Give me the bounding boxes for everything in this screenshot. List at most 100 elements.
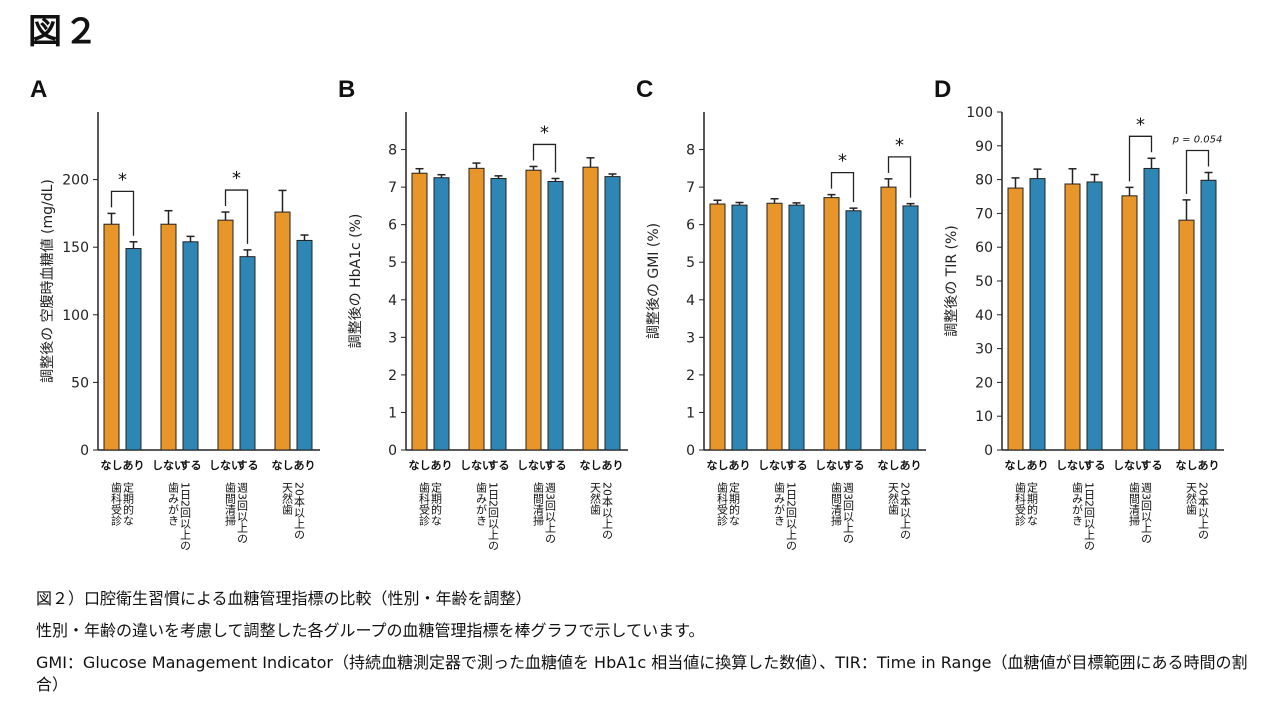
- group-label: 定期的な: [728, 481, 741, 526]
- group-label: 1日2回以上の: [1083, 482, 1096, 551]
- bar-without: [1178, 219, 1195, 451]
- panel-letter: A: [30, 76, 48, 103]
- bar-without: [1007, 187, 1024, 451]
- category-label: しない: [815, 459, 848, 472]
- y-tick-label: 4: [686, 293, 695, 309]
- bar-with: [845, 210, 862, 451]
- figure-title: 図２: [28, 12, 100, 52]
- category-label: する: [545, 459, 567, 472]
- y-tick-label: 0: [388, 443, 397, 459]
- y-tick-label: 0: [686, 443, 695, 459]
- y-tick-label: 8: [686, 143, 695, 159]
- category-label: なし: [580, 459, 602, 472]
- significance-label: *: [232, 168, 241, 189]
- category-label: しない: [460, 459, 493, 472]
- caption-title: 図２）口腔衛生習慣による血糖管理指標の比較（性別・年齢を調整）: [36, 589, 532, 608]
- group-label: 歯みがき: [475, 482, 488, 526]
- category-label: する: [1141, 459, 1163, 472]
- category-label: あり: [602, 459, 624, 472]
- group-label: 週3回以上の: [544, 482, 557, 544]
- bar-with: [1143, 167, 1160, 451]
- category-label: あり: [729, 459, 751, 472]
- bar-with: [1029, 178, 1046, 451]
- y-tick-label: 3: [686, 330, 695, 346]
- y-axis-label: 調整後の TIR (%): [944, 225, 960, 337]
- category-label: あり: [1027, 459, 1049, 472]
- y-tick-label: 7: [388, 180, 397, 196]
- y-tick-label: 60: [975, 240, 993, 256]
- caption-abbreviations: GMI：Glucose Management Indicator（持続血糖測定器…: [36, 653, 1248, 694]
- bar-without: [1064, 183, 1081, 451]
- category-label: あり: [1198, 459, 1220, 472]
- group-label: 天然歯: [281, 482, 294, 516]
- group-label: 歯間清掃: [1128, 482, 1141, 527]
- significance-label: *: [895, 135, 904, 156]
- y-tick-label: 200: [62, 173, 89, 189]
- category-label: する: [786, 459, 808, 472]
- bar-with: [433, 177, 450, 451]
- category-label: なし: [272, 459, 294, 472]
- category-label: しない: [517, 459, 550, 472]
- group-label: 歯みがき: [773, 482, 786, 526]
- group-label: 定期的な: [430, 481, 443, 526]
- y-axis-label: 調整後の HbA1c (%): [348, 214, 364, 349]
- panel-letter: C: [636, 76, 654, 103]
- y-tick-label: 5: [686, 255, 695, 271]
- y-tick-label: 5: [388, 255, 397, 271]
- y-tick-label: 70: [975, 206, 993, 222]
- group-label: 歯みがき: [167, 482, 180, 526]
- group-label: 定期的な: [122, 481, 135, 526]
- group-label: 20本以上の: [1197, 482, 1210, 540]
- y-tick-label: 1: [388, 405, 397, 421]
- significance-bracket: [110, 190, 135, 236]
- group-label: 歯科受診: [1014, 482, 1027, 526]
- y-tick-label: 30: [975, 342, 993, 358]
- bar-with: [547, 180, 564, 451]
- category-label: する: [488, 459, 510, 472]
- significance-label: p = 0.054: [1172, 135, 1223, 146]
- group-label: 歯間清掃: [830, 482, 843, 527]
- group-label: 歯科受診: [716, 482, 729, 526]
- chart-panel-c: C 0 1 2 3 4 5 6 7 8 調整後の GMI (%) なし あり 定期的な 歯科受診 しない する…: [636, 70, 936, 570]
- category-label: なし: [101, 459, 123, 472]
- significance-label: *: [118, 169, 127, 190]
- y-tick-label: 4: [388, 293, 397, 309]
- group-label: 1日2回以上の: [785, 482, 798, 551]
- group-label: 1日2回以上の: [487, 482, 500, 551]
- bar-without: [709, 203, 726, 451]
- significance-label: *: [1136, 114, 1145, 135]
- y-tick-label: 80: [975, 173, 993, 189]
- y-tick-label: 10: [975, 409, 993, 425]
- significance-bracket: [887, 156, 912, 198]
- group-label: 週3回以上の: [236, 482, 249, 544]
- category-label: なし: [878, 459, 900, 472]
- group-label: 週3回以上の: [1140, 482, 1153, 544]
- significance-bracket: [1128, 135, 1153, 182]
- y-tick-label: 6: [686, 218, 695, 234]
- category-label: あり: [294, 459, 316, 472]
- caption-description: 性別・年齢の違いを考慮して調整した各グループの血糖管理指標を棒グラフで示していま…: [36, 621, 705, 640]
- y-tick-label: 100: [966, 105, 993, 121]
- y-axis-label: 調整後の GMI (%): [646, 223, 662, 339]
- group-label: 歯科受診: [418, 482, 431, 526]
- chart-panel-d: D 0 10 20 30 40 50 60 70 80 90 100 調整後の TIR (%) なし あり…: [934, 70, 1234, 570]
- y-tick-label: 150: [62, 240, 89, 256]
- group-label: 歯間清掃: [532, 482, 545, 527]
- chart-panel-b: B 0 1 2 3 4 5 6 7 8 調整後の HbA1c (%) なし あり 定期的な 歯科受診 しない…: [338, 70, 638, 570]
- bar-with: [490, 177, 507, 451]
- y-tick-label: 50: [71, 375, 89, 391]
- bar-without: [160, 223, 177, 451]
- bar-without: [217, 219, 234, 451]
- category-label: する: [237, 459, 259, 472]
- category-label: あり: [900, 459, 922, 472]
- significance-bracket: [1185, 149, 1210, 194]
- y-tick-label: 90: [975, 139, 993, 155]
- group-label: 20本以上の: [601, 482, 614, 540]
- significance-bracket: [830, 171, 855, 203]
- bar-with: [1086, 181, 1103, 451]
- category-label: する: [180, 459, 202, 472]
- bar-with: [125, 248, 142, 451]
- significance-label: *: [838, 151, 847, 172]
